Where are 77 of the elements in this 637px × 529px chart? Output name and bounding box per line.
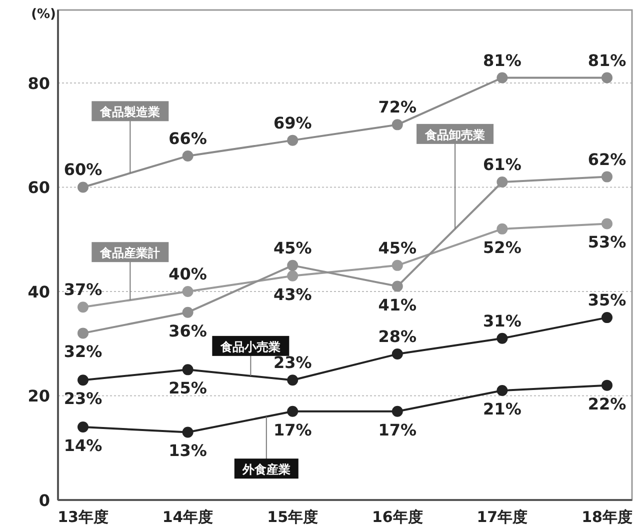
point [602,380,612,391]
text: 食品卸売業 [424,128,486,142]
y-tick-label: 20 [28,386,50,406]
data-label: 31% [483,311,522,330]
x-tick-label: 16年度 [372,508,423,526]
point [287,374,298,386]
data-label: 41% [378,295,417,314]
data-label: 21% [483,400,522,419]
y-tick-label: 0 [38,491,50,510]
x-tick-label: 15年度 [267,508,318,526]
data-label: 45% [273,238,312,258]
data-label: 13% [168,441,207,460]
point [78,328,88,339]
data-label: 81% [483,50,522,70]
data-label: 61% [483,155,522,174]
data-label: 69% [273,113,312,132]
data-label: 37% [64,280,102,300]
point [182,286,194,297]
data-label: 14% [64,436,102,456]
text: 食品製造業 [100,105,160,120]
point [602,218,612,230]
data-label: 17% [273,420,312,440]
data-label: 28% [378,327,417,346]
point [496,176,508,188]
data-label: 40% [168,264,207,284]
point [496,72,508,84]
point [496,223,508,234]
y-axis-title: (%) [31,7,56,22]
text: 外食産業 [242,462,290,477]
point [602,312,612,324]
data-label: 32% [64,342,102,362]
data-label: 66% [168,128,207,148]
data-label: 52% [483,238,522,257]
point [78,374,88,386]
point [602,171,612,182]
point [496,385,508,396]
point [392,348,403,360]
point [182,306,194,318]
point [287,260,298,271]
data-label: 22% [588,394,626,414]
data-label: 23% [64,389,102,408]
point [392,119,403,130]
data-label: 43% [273,284,312,304]
point [287,406,298,417]
point [78,302,88,313]
text: 食品産業計 [99,246,160,260]
point [78,422,88,433]
point [287,134,298,146]
data-label: 36% [168,321,207,340]
data-label: 53% [588,232,626,252]
y-tick-label: 40 [28,282,50,302]
series-label: 食品小売業 [220,340,281,354]
point [392,280,403,292]
data-label: 17% [378,420,417,440]
x-tick-label: 17年度 [476,508,528,526]
point [78,182,88,193]
data-label: 60% [64,160,102,180]
point [392,406,403,417]
data-label: 62% [588,150,626,169]
data-label: 25% [168,378,207,398]
point [182,150,194,162]
y-tick-label: 80 [28,74,50,93]
x-tick-label: 13年度 [58,508,108,526]
point [496,332,508,344]
y-tick-label: 60 [28,178,50,198]
point [287,270,298,282]
data-label: 23% [273,353,312,372]
data-label: 45% [378,238,417,258]
data-label: 35% [588,290,626,310]
point [602,72,612,84]
data-label: 81% [588,50,626,70]
data-label: 72% [378,98,417,117]
point [182,426,194,438]
x-tick-label: 14年度 [162,508,214,526]
point [392,260,403,271]
point [182,364,194,376]
x-tick-label: 18年度 [582,508,632,526]
